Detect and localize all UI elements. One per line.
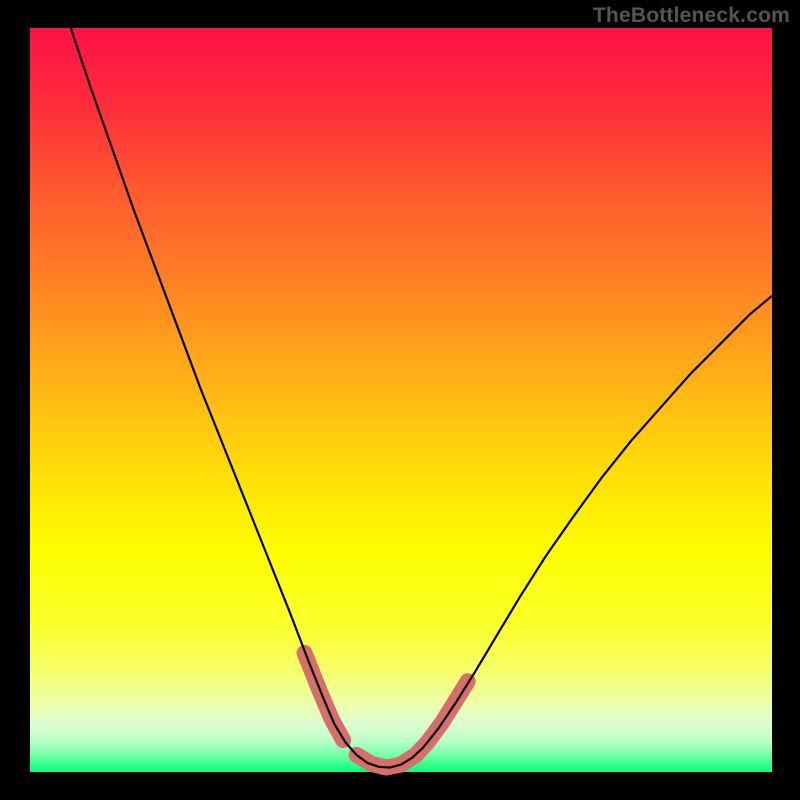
gradient-background <box>30 28 772 772</box>
watermark-text: TheBottleneck.com <box>593 4 790 28</box>
chart-root: TheBottleneck.com <box>0 0 800 800</box>
